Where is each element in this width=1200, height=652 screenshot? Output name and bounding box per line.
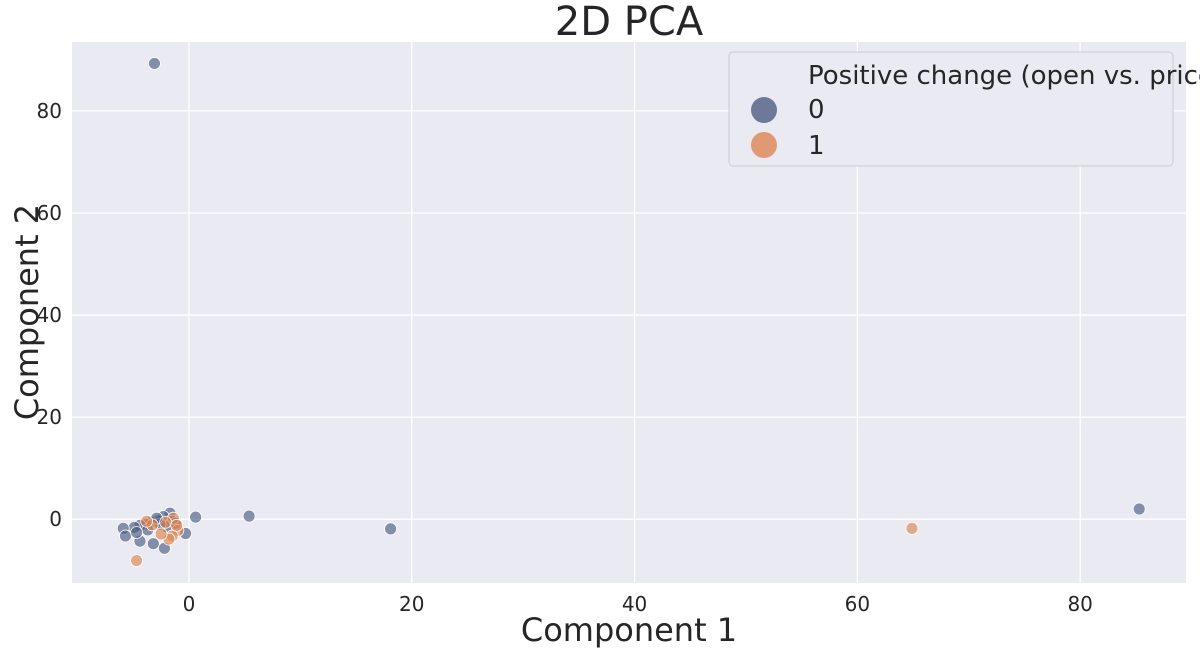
legend-label-0: 0 <box>808 95 825 125</box>
data-point-series-0 <box>148 57 161 70</box>
legend-box <box>728 51 1174 167</box>
data-points <box>116 57 1146 567</box>
data-point-series-1 <box>140 514 154 528</box>
x-tick-label: 40 <box>622 592 647 616</box>
legend-label-1: 1 <box>808 131 825 161</box>
data-point-series-1 <box>130 554 144 567</box>
x-tick-label: 60 <box>845 592 870 616</box>
data-point-series-1 <box>154 527 168 541</box>
y-tick-labels: 0 20 40 60 80 <box>37 99 62 531</box>
y-tick-label: 40 <box>37 303 62 327</box>
x-tick-label: 20 <box>399 592 424 616</box>
data-point-series-0 <box>189 510 203 524</box>
y-tick-label: 0 <box>49 507 62 531</box>
legend-title: Positive change (open vs. price) <box>808 61 1200 91</box>
data-point-series-0 <box>384 522 398 536</box>
legend: Positive change (open vs. price) 0 1 <box>728 51 1200 167</box>
x-tick-label: 0 <box>183 592 196 616</box>
data-point-series-0 <box>146 537 160 551</box>
data-point-series-0 <box>130 526 144 539</box>
data-point-series-1 <box>159 515 172 529</box>
legend-marker-1 <box>751 132 777 158</box>
y-tick-label: 80 <box>37 99 62 123</box>
y-tick-label: 60 <box>37 201 62 225</box>
data-point-series-1 <box>905 521 919 535</box>
legend-marker-0 <box>751 97 777 123</box>
y-tick-label: 20 <box>37 405 62 429</box>
y-axis-label: Component 2 <box>8 204 46 420</box>
chart-title: 2D PCA <box>555 0 704 45</box>
data-point-series-1 <box>170 518 184 532</box>
x-axis-label: Component 1 <box>521 611 737 649</box>
data-point-series-0 <box>242 509 256 523</box>
x-tick-labels: 0 20 40 60 80 <box>183 592 1093 616</box>
x-tick-label: 80 <box>1067 592 1092 616</box>
data-point-series-0 <box>119 529 132 543</box>
data-point-series-0 <box>1132 502 1146 516</box>
